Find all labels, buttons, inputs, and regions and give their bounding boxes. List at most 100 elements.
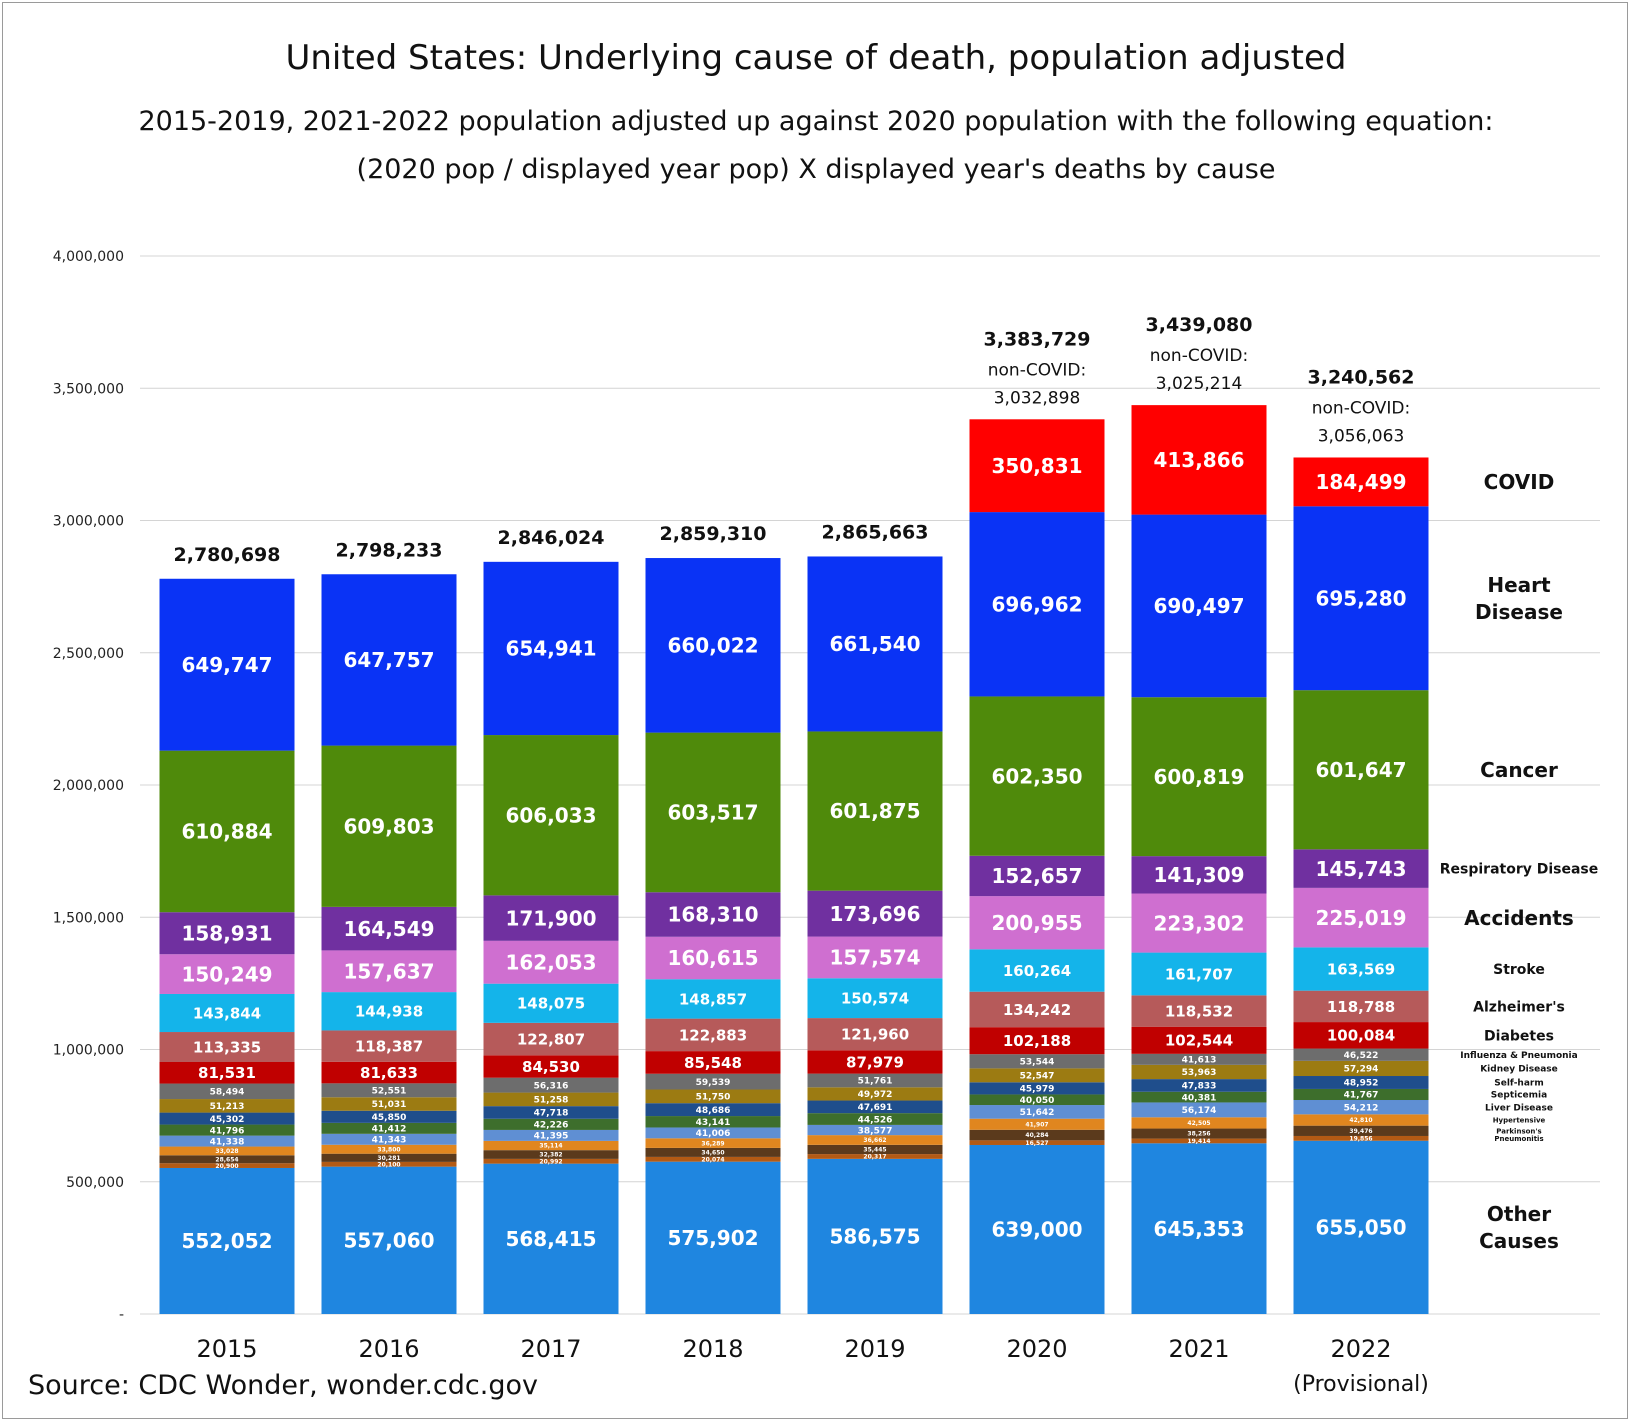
bar-value-label: 32,382 xyxy=(539,1152,562,1159)
bar-value-label: 223,302 xyxy=(1153,911,1244,935)
bar-segment xyxy=(159,1099,295,1113)
bar-value-label: 141,309 xyxy=(1153,863,1244,887)
bar-segment xyxy=(321,1122,457,1134)
bar-segment xyxy=(483,1163,619,1314)
bar-segment xyxy=(969,1082,1105,1095)
bar-value-label: 36,289 xyxy=(701,1140,724,1147)
bar-value-label: 161,707 xyxy=(1165,965,1233,983)
bar-segment xyxy=(969,1027,1105,1055)
legend-label: Cancer xyxy=(1480,758,1558,782)
bar-segment xyxy=(159,993,295,1033)
bar-value-label: 33,028 xyxy=(215,1148,238,1155)
bar-segment xyxy=(807,1154,943,1159)
bar-segment xyxy=(321,1153,457,1162)
bar-value-label: 603,517 xyxy=(667,801,758,825)
bar-segment xyxy=(969,1140,1105,1145)
bar-segment xyxy=(1293,1088,1429,1101)
bar-segment xyxy=(645,1103,781,1117)
bar-segment xyxy=(645,1127,781,1139)
legend-label: Stroke xyxy=(1493,962,1545,978)
y-tick-label: - xyxy=(119,1307,124,1323)
bar-segment xyxy=(1293,1135,1429,1141)
bar-value-label: 690,497 xyxy=(1153,594,1244,618)
bar-segment xyxy=(159,1155,295,1164)
bar-value-label: 48,686 xyxy=(696,1106,731,1116)
bar-segment xyxy=(645,1161,781,1314)
bar-value-label: 34,650 xyxy=(701,1150,724,1157)
bar-segment xyxy=(645,1051,781,1074)
bar-value-label: 162,053 xyxy=(505,950,596,974)
bar-segment xyxy=(807,1087,943,1101)
bar-segment xyxy=(807,1073,943,1088)
non-covid-caption: non-COVID: xyxy=(1312,398,1411,418)
bar-segment xyxy=(1131,1128,1267,1139)
bar-segment xyxy=(1131,1143,1267,1314)
bar-segment xyxy=(1293,1022,1429,1049)
non-covid-total-label: 3,025,214 xyxy=(1156,374,1243,394)
bar-value-label: 40,284 xyxy=(1025,1132,1048,1139)
bar-value-label: 655,050 xyxy=(1315,1216,1406,1240)
bar-value-label: 647,757 xyxy=(343,648,434,672)
non-covid-caption: non-COVID: xyxy=(1150,346,1249,366)
non-covid-total-label: 3,056,063 xyxy=(1318,426,1405,446)
legend-label: Parkinson's xyxy=(1496,1127,1541,1135)
bar-segment xyxy=(807,978,943,1019)
bar-value-label: 56,174 xyxy=(1182,1106,1217,1116)
bar-value-label: 158,931 xyxy=(181,921,272,945)
bar-value-label: 59,539 xyxy=(696,1078,731,1088)
bar-segment xyxy=(807,1124,943,1136)
bar-value-label: 150,249 xyxy=(181,962,272,986)
chart-subtitle-line-1: 2015-2019, 2021-2022 population adjusted… xyxy=(138,106,1494,137)
bar-segment xyxy=(159,1124,295,1136)
bar-value-label: 47,718 xyxy=(534,1109,569,1119)
bar-total-label: 3,383,729 xyxy=(984,328,1091,350)
chart-title: United States: Underlying cause of death… xyxy=(285,38,1347,78)
x-tick-label: 2019 xyxy=(844,1335,905,1363)
bar-segment xyxy=(807,1113,943,1125)
bar-segment xyxy=(807,556,943,732)
bar-value-label: 44,526 xyxy=(858,1115,893,1125)
y-tick-label: 500,000 xyxy=(66,1175,124,1191)
bar-segment xyxy=(159,1163,295,1168)
bar-segment xyxy=(1131,514,1267,698)
bar-value-label: 602,350 xyxy=(991,764,1082,788)
y-tick-label: 3,000,000 xyxy=(53,514,124,530)
bar-value-label: 41,412 xyxy=(372,1125,407,1135)
bar-segment xyxy=(645,732,781,893)
bar-value-label: 28,654 xyxy=(215,1156,238,1163)
bar-value-label: 36,662 xyxy=(863,1137,886,1144)
bar-value-label: 413,866 xyxy=(1153,448,1244,472)
bar-value-label: 100,084 xyxy=(1327,1027,1395,1045)
bar-segment xyxy=(1131,856,1267,894)
bar-value-label: 586,575 xyxy=(829,1225,920,1249)
bar-value-label: 20,100 xyxy=(377,1161,400,1168)
bar-value-label: 118,532 xyxy=(1165,1002,1233,1020)
x-tick-label: 2021 xyxy=(1168,1335,1229,1363)
bar-value-label: 45,302 xyxy=(210,1115,245,1125)
bar-value-label: 575,902 xyxy=(667,1226,758,1250)
bar-segment xyxy=(645,1138,781,1148)
bar-segment xyxy=(1131,1102,1267,1118)
bar-value-label: 42,226 xyxy=(534,1121,569,1131)
bar-value-label: 51,761 xyxy=(858,1077,893,1087)
bar-value-label: 81,633 xyxy=(360,1064,418,1082)
bar-value-label: 40,381 xyxy=(1182,1093,1217,1103)
bar-segment xyxy=(807,1144,943,1155)
bar-total-label: 3,439,080 xyxy=(1146,314,1253,336)
bar-segment xyxy=(483,1118,619,1130)
bar-value-label: 30,281 xyxy=(377,1155,400,1162)
legend-label: Liver Disease xyxy=(1485,1103,1553,1113)
bar-segment xyxy=(1293,887,1429,948)
bar-segment xyxy=(321,1110,457,1123)
bar-value-label: 118,387 xyxy=(355,1037,423,1055)
x-tick-label: 2015 xyxy=(196,1335,257,1363)
bar-segment xyxy=(483,735,619,896)
bar-segment xyxy=(483,1022,619,1056)
bar-segment xyxy=(159,1062,295,1084)
bar-segment xyxy=(1131,697,1267,857)
bar-segment xyxy=(969,1054,1105,1069)
bar-value-label: 639,000 xyxy=(991,1218,1082,1242)
bar-value-label: 43,141 xyxy=(696,1118,731,1128)
bar-value-label: 81,531 xyxy=(198,1064,256,1082)
legend-label: COVID xyxy=(1484,470,1555,494)
